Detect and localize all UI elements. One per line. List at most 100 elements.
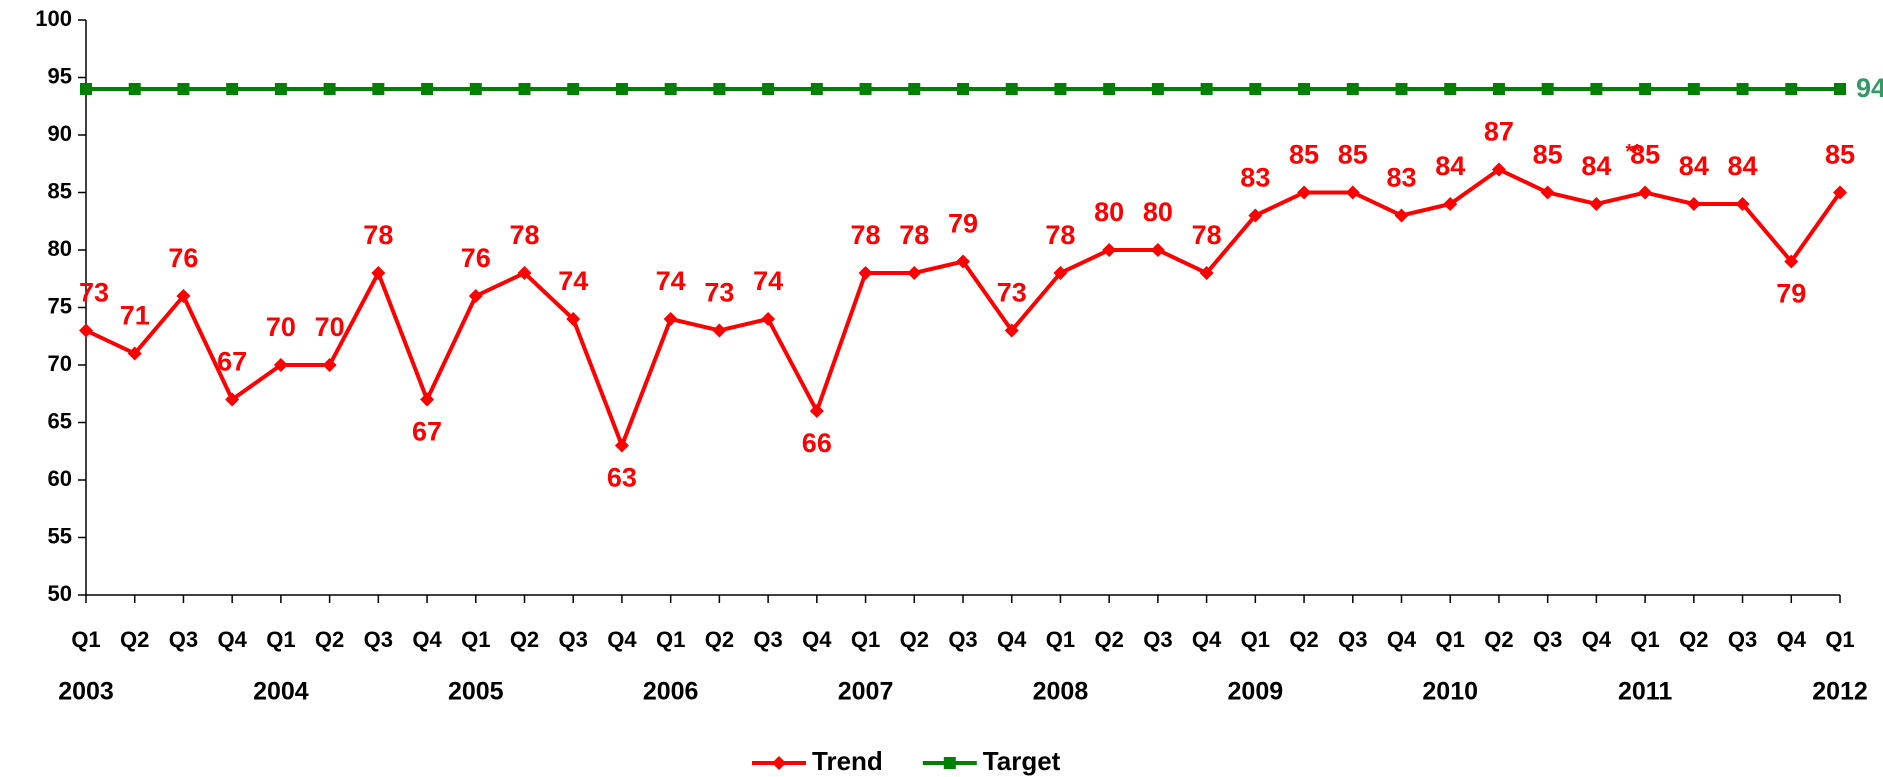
x-tick-label: Q2 [120,627,149,652]
x-tick-label: Q2 [1094,627,1123,652]
point [1833,185,1847,200]
point [859,83,872,95]
point [1053,266,1068,280]
data-label: 73 [704,278,734,308]
data-label: 78 [1192,220,1222,250]
data-label: 73 [997,278,1027,308]
x-tick-label: Q3 [753,627,782,652]
point [1346,83,1359,95]
point [1199,266,1214,280]
point [372,83,385,95]
x-tick-label: Q3 [1728,627,1757,652]
data-label: 85 [1630,140,1660,170]
year-label: 2003 [58,678,114,706]
point [908,83,921,95]
legend-marker [772,756,786,770]
x-tick-label: Q3 [1533,627,1562,652]
data-label: 85 [1533,140,1563,170]
x-tick-label: Q3 [364,627,393,652]
legend-label: Trend [812,746,883,776]
point [226,83,239,95]
data-label: 63 [607,463,637,493]
point [1248,208,1263,223]
point [1590,83,1603,95]
x-tick-label: Q2 [1484,627,1513,652]
x-tick-label: Q2 [510,627,539,652]
data-label: 84 [1581,151,1611,181]
point [1444,83,1457,95]
point [1054,83,1067,95]
point [1638,185,1653,200]
point [566,312,581,326]
point [1784,254,1799,269]
x-tick-label: Q4 [997,627,1027,652]
point [1102,243,1117,257]
x-tick-label: Q4 [802,627,832,652]
x-tick-label: Q2 [900,627,929,652]
y-tick-label: 60 [48,466,72,491]
year-label: 2011 [1618,678,1672,706]
x-tick-label: Q2 [705,627,734,652]
data-label: 80 [1094,197,1124,227]
point [712,323,727,338]
year-label: 2004 [253,678,309,706]
x-tick-label: Q4 [1192,627,1222,652]
data-label: 84 [1728,151,1758,181]
point [1200,83,1213,95]
point [664,83,677,95]
point [1492,83,1505,95]
point [323,83,336,95]
x-tick-label: Q3 [559,627,588,652]
point [1150,243,1165,257]
x-tick-label: Q4 [412,627,442,652]
data-label: 76 [461,243,491,273]
point [1540,185,1555,200]
y-tick-label: 65 [48,408,72,433]
point [615,83,628,95]
point [614,438,629,453]
data-label: 78 [509,220,539,250]
year-label: 2008 [1033,678,1089,706]
point [128,83,141,95]
data-label: 74 [656,266,686,296]
point [1297,185,1312,200]
point [1249,83,1262,95]
point [1004,323,1019,338]
data-label: 87 [1484,117,1514,147]
data-label: 83 [1240,163,1270,193]
point [663,312,678,326]
point [468,289,483,303]
x-tick-label: Q3 [169,627,198,652]
data-label: 67 [217,347,247,377]
x-tick-label: Q1 [1241,627,1270,652]
x-tick-label: Q4 [217,627,247,652]
y-tick-label: 50 [48,581,72,606]
point [79,323,93,338]
point [810,83,823,95]
data-label: 85 [1289,140,1319,170]
point [956,254,970,269]
x-tick-label: Q1 [1825,627,1854,652]
data-label: 78 [363,220,393,250]
point [1005,83,1018,95]
point [1834,83,1846,95]
data-label: 78 [1045,220,1075,250]
x-tick-label: Q1 [1436,627,1465,652]
point [177,83,190,95]
point [957,83,969,95]
point [176,289,191,303]
data-label: 67 [412,417,442,447]
point [127,346,142,361]
x-tick-label: Q2 [1679,627,1708,652]
data-label: 84 [1679,151,1709,181]
data-label: 71 [120,301,150,331]
legend-label: Target [983,746,1061,776]
x-tick-label: Q4 [1387,627,1417,652]
data-label: 66 [802,428,832,458]
point [1298,83,1311,95]
x-tick-label: Q1 [851,627,880,652]
point [1395,83,1408,95]
data-label: 76 [168,243,198,273]
y-tick-label: 100 [35,6,72,31]
